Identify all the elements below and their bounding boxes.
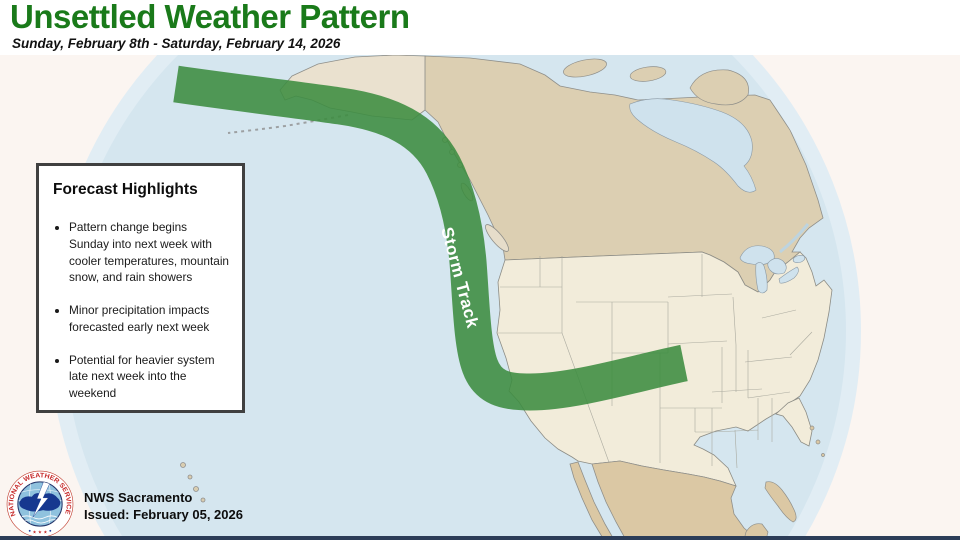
header: Unsettled Weather Pattern Sunday, Februa… — [0, 0, 960, 55]
forecast-highlights-list: Pattern change begins Sunday into next w… — [53, 219, 230, 402]
logo-stars: ★ ★ ★ — [32, 529, 48, 534]
storm-track-band — [173, 65, 688, 411]
footer-issued: Issued: February 05, 2026 — [84, 507, 243, 522]
page-title: Unsettled Weather Pattern — [10, 0, 410, 35]
footer-credits: NWS Sacramento Issued: February 05, 2026 — [84, 489, 243, 523]
logo-lightning-icon — [32, 481, 51, 518]
forecast-bullet: Pattern change begins Sunday into next w… — [69, 219, 230, 286]
caribbean-islands — [743, 425, 825, 540]
logo-waves — [20, 515, 58, 524]
forecast-highlights-box: Forecast Highlights Pattern change begin… — [36, 163, 245, 413]
us-state-borders — [498, 254, 813, 477]
baja-california — [569, 461, 616, 540]
forecast-bullet: Minor precipitation impacts forecasted e… — [69, 302, 230, 336]
st-lawrence — [779, 223, 810, 254]
aleutian-islands — [227, 114, 349, 134]
logo-dot — [49, 529, 52, 532]
hudson-bay — [629, 98, 757, 193]
florida — [775, 397, 813, 447]
nws-logo: NATIONAL WEATHER SERVICE ★ ★ ★ — [6, 470, 74, 538]
page-subtitle: Sunday, February 8th - Saturday, Februar… — [12, 36, 341, 51]
land-mexico — [591, 460, 760, 540]
arctic-islands — [563, 58, 749, 106]
logo-dot — [28, 529, 31, 532]
hawaii-islands — [180, 462, 206, 503]
footer-org: NWS Sacramento — [84, 490, 193, 505]
great-lakes — [739, 245, 806, 294]
bottom-bar — [0, 536, 960, 540]
forecast-highlights-heading: Forecast Highlights — [53, 181, 198, 198]
forecast-bullet: Potential for heavier system late next w… — [69, 352, 230, 402]
